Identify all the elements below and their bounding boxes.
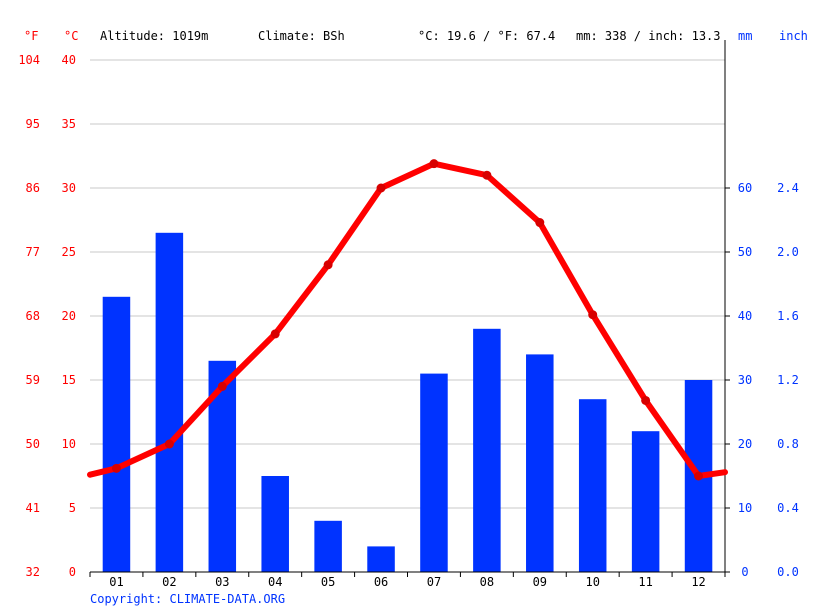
fahrenheit-tick-label: 95 [26, 117, 40, 131]
grid-lines [90, 59, 725, 509]
mm-tick-label: 40 [738, 309, 752, 323]
precipitation-bar [314, 520, 342, 572]
precipitation-bars [102, 232, 713, 573]
celsius-tick-label: 35 [62, 117, 76, 131]
precipitation-bar [261, 476, 289, 572]
temperature-point [641, 395, 651, 405]
inch-tick-label: 0.8 [777, 437, 799, 451]
celsius-tick-label: 5 [69, 501, 76, 515]
unit-fahrenheit-label: °F [24, 29, 38, 43]
axes [89, 40, 730, 577]
month-tick-label: 01 [109, 575, 123, 589]
precipitation-bar [155, 232, 184, 573]
precipitation-bar [631, 431, 660, 572]
inch-tick-label: 2.4 [777, 181, 799, 195]
fahrenheit-tick-label: 104 [18, 53, 40, 67]
month-tick-label: 11 [638, 575, 652, 589]
celsius-tick-label: 15 [62, 373, 76, 387]
fahrenheit-tick-label: 50 [26, 437, 40, 451]
fahrenheit-tick-label: 41 [26, 501, 40, 515]
temperature-point [429, 159, 439, 169]
month-tick-label: 09 [533, 575, 547, 589]
month-tick-label: 08 [480, 575, 494, 589]
fahrenheit-tick-label: 32 [26, 565, 40, 579]
inch-tick-label: 0.0 [777, 565, 799, 579]
celsius-tick-label: 10 [62, 437, 76, 451]
fahrenheit-tick-label: 59 [26, 373, 40, 387]
temperature-point [694, 471, 704, 481]
inch-tick-label: 2.0 [777, 245, 799, 259]
fahrenheit-tick-label: 77 [26, 245, 40, 259]
unit-celsius-label: °C [64, 29, 78, 43]
altitude-label: Altitude: 1019m [100, 29, 208, 43]
celsius-tick-label: 25 [62, 245, 76, 259]
temperature-series-line [87, 160, 728, 479]
temperature-point [164, 439, 174, 449]
celsius-tick-label: 30 [62, 181, 76, 195]
climate-label: Climate: BSh [258, 29, 345, 43]
precipitation-bar [473, 328, 501, 572]
precipitation-bar [102, 296, 131, 572]
fahrenheit-tick-label: 68 [26, 309, 40, 323]
copyright-label: Copyright: CLIMATE-DATA.ORG [90, 592, 285, 606]
temperature-point [588, 310, 598, 320]
mm-tick-label: 60 [738, 181, 752, 195]
temperature-point [482, 170, 492, 180]
inch-tick-label: 0.4 [777, 501, 799, 515]
month-tick-label: 02 [162, 575, 176, 589]
celsius-tick-label: 40 [62, 53, 76, 67]
precipitation-bar [367, 546, 395, 572]
temperature-point [270, 329, 280, 339]
month-tick-label: 07 [427, 575, 441, 589]
month-tick-label: 05 [321, 575, 335, 589]
mm-tick-label: 10 [738, 501, 752, 515]
inch-tick-label: 1.6 [777, 309, 799, 323]
inch-tick-label: 1.2 [777, 373, 799, 387]
month-tick-label: 12 [691, 575, 705, 589]
unit-inch-label: inch [779, 29, 808, 43]
fahrenheit-tick-label: 86 [26, 181, 40, 195]
temperature-average-label: °C: 19.6 / °F: 67.4 [418, 29, 555, 43]
mm-tick-label: 20 [738, 437, 752, 451]
temperature-point [376, 183, 386, 193]
temperature-point [217, 381, 227, 391]
temperature-point [111, 463, 121, 473]
temperature-point [323, 260, 333, 270]
temperature-line [87, 159, 728, 481]
temperature-point [535, 218, 545, 228]
celsius-tick-label: 20 [62, 309, 76, 323]
month-tick-label: 04 [268, 575, 282, 589]
mm-tick-label: 30 [738, 373, 752, 387]
mm-tick-label: 50 [738, 245, 752, 259]
month-tick-label: 06 [374, 575, 388, 589]
mm-tick-label: 0 [741, 565, 748, 579]
month-tick-label: 03 [215, 575, 229, 589]
precipitation-bar [420, 373, 448, 572]
unit-mm-label: mm [738, 29, 752, 43]
celsius-tick-label: 0 [69, 565, 76, 579]
precipitation-bar [578, 399, 607, 572]
precipitation-total-label: mm: 338 / inch: 13.3 [576, 29, 721, 43]
precipitation-bar [526, 354, 554, 572]
month-tick-label: 10 [585, 575, 599, 589]
